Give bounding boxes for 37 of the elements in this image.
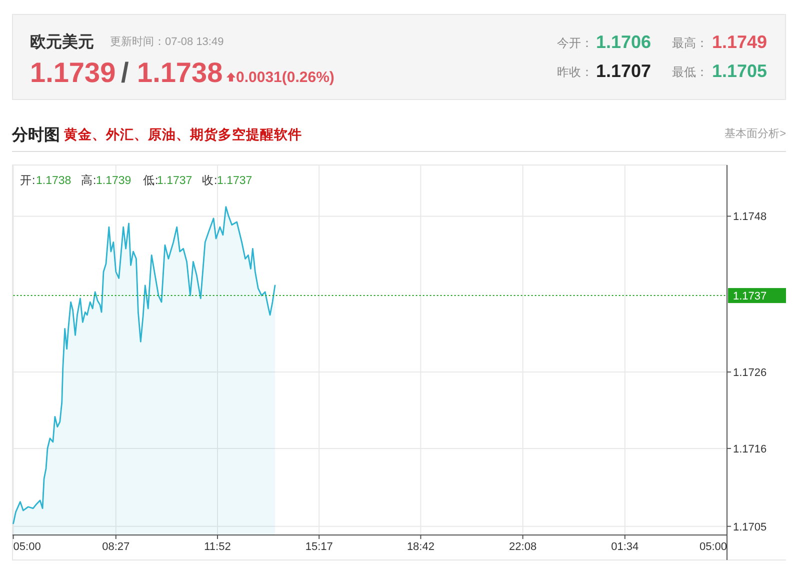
text: 0.0031(0.26%) xyxy=(236,69,334,86)
annotation: 1.1739 xyxy=(96,175,132,187)
x-tick-label: 05:00 xyxy=(13,541,41,553)
chart-title: 欧元美元 xyxy=(30,32,94,51)
ref-line-label: 1.1737 xyxy=(733,290,767,303)
text: 昨收： xyxy=(557,65,593,79)
text: 1.1738 xyxy=(137,57,223,88)
text: 最高： xyxy=(672,36,708,50)
x-tick-label: 22:08 xyxy=(509,541,537,553)
annotation: 低: xyxy=(143,174,158,187)
y-tick-label: 1.1748 xyxy=(733,211,767,224)
chart-subtitle: 更新时间：07-08 13:49 xyxy=(110,35,224,48)
annotation: 1.1737 xyxy=(217,175,252,187)
x-tick-label: 05:00 xyxy=(699,541,727,553)
annotation: 开: xyxy=(20,174,36,187)
text: 1.1707 xyxy=(596,61,652,81)
x-tick-label: 18:42 xyxy=(406,541,434,553)
text: 1.1739 xyxy=(30,57,116,88)
text: 基本面分析> xyxy=(724,127,786,140)
text: / xyxy=(121,57,129,88)
text: 最低： xyxy=(672,65,708,79)
annotation: 收: xyxy=(202,174,218,187)
text: 分时图 xyxy=(11,126,60,144)
x-tick-label: 08:27 xyxy=(102,541,130,553)
x-tick-label: 01:34 xyxy=(611,541,639,553)
text: 黄金、外汇、原油、期货多空提醒软件 xyxy=(63,126,302,142)
y-tick-label: 1.1726 xyxy=(733,367,767,379)
x-tick-label: 15:17 xyxy=(305,541,333,553)
x-tick-label: 11:52 xyxy=(204,541,231,553)
annotation: 高: xyxy=(81,173,96,187)
annotation: 1.1738 xyxy=(36,175,72,187)
annotation: 1.1737 xyxy=(157,175,192,187)
y-tick-label: 1.1716 xyxy=(733,443,767,456)
text: 1.1749 xyxy=(712,32,768,52)
y-tick-label: 1.1705 xyxy=(733,521,767,534)
text: 今开： xyxy=(557,36,593,50)
text: 1.1706 xyxy=(596,32,652,52)
